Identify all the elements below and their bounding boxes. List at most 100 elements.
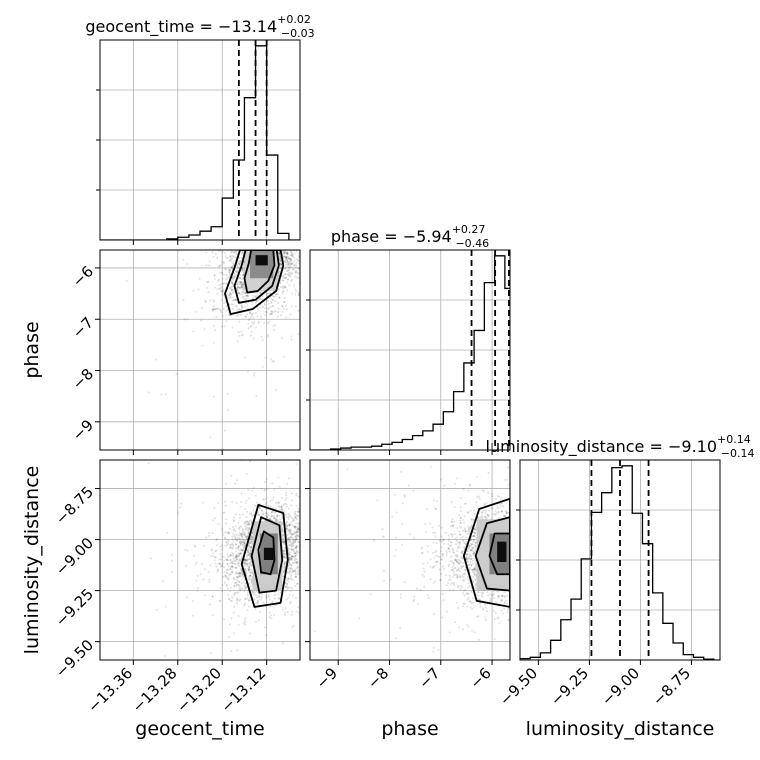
pair-geocent-time-vs-luminosity-distance-point [295,532,298,535]
pair-geocent-time-vs-luminosity-distance-point [288,523,291,526]
pair-geocent-time-vs-phase-point [271,215,273,217]
pair-geocent-time-vs-phase-point [234,224,236,226]
pair-geocent-time-vs-phase-point [326,177,328,179]
pair-geocent-time-vs-luminosity-distance-point [265,512,268,515]
pair-geocent-time-vs-luminosity-distance-point [236,649,239,652]
pair-geocent-time-vs-luminosity-distance-point [280,505,283,508]
pair-geocent-time-vs-luminosity-distance-point [274,518,277,521]
pair-geocent-time-vs-phase-point [272,360,275,363]
pair-geocent-time-vs-phase-point [231,267,234,270]
pair-geocent-time-vs-phase-point [214,252,217,255]
pair-geocent-time-vs-phase-point [261,306,264,309]
pair-geocent-time-vs-luminosity-distance-point [281,509,284,512]
pair-geocent-time-vs-luminosity-distance-point [246,563,249,566]
pair-geocent-time-vs-luminosity-distance-point [209,652,212,655]
pair-geocent-time-vs-phase-point [236,340,239,343]
pair-geocent-time-vs-luminosity-distance-point [240,533,243,536]
pair-geocent-time-vs-phase-point [232,263,235,266]
pair-geocent-time-vs-luminosity-distance-point [295,547,298,550]
title-phase-median: −5.94 [403,227,452,246]
pair-geocent-time-vs-phase-point [233,246,235,248]
pair-geocent-time-vs-phase-point [244,291,247,294]
pair-geocent-time-vs-phase-point [294,293,297,296]
xlabel-phase: phase [381,718,438,740]
pair-geocent-time-vs-luminosity-distance-point [294,546,297,549]
pair-geocent-time-vs-luminosity-distance-point [287,568,290,571]
pair-geocent-time-vs-phase-point [241,269,244,272]
pair-geocent-time-vs-phase-point [290,241,292,243]
pair-geocent-time-vs-phase-point [251,219,253,221]
pair-geocent-time-vs-luminosity-distance-point [272,516,275,519]
pair-geocent-time-vs-luminosity-distance-point [260,596,263,599]
pair-geocent-time-vs-phase-point [280,237,282,239]
pair-geocent-time-vs-luminosity-distance-point [351,509,353,511]
pair-geocent-time-vs-luminosity-distance-point [249,547,252,550]
pair-geocent-time-vs-luminosity-distance-point [303,543,305,545]
pair-geocent-time-vs-phase-point [313,244,315,246]
pair-geocent-time-vs-luminosity-distance-point [293,516,296,519]
pair-geocent-time-vs-luminosity-distance-point [245,499,248,502]
pair-geocent-time-vs-luminosity-distance-point [202,544,205,547]
pair-geocent-time-vs-phase-point [256,246,258,248]
pair-geocent-time-vs-luminosity-distance-point [289,515,292,518]
pair-geocent-time-vs-phase-point [229,251,232,254]
pair-geocent-time-vs-phase-point [278,236,280,238]
pair-geocent-time-vs-luminosity-distance-point [243,562,246,565]
pair-geocent-time-vs-luminosity-distance-point [223,500,226,503]
pair-geocent-time-vs-luminosity-distance-point [223,571,226,574]
pair-geocent-time-vs-luminosity-distance-point [243,602,246,605]
pair-geocent-time-vs-luminosity-distance-point [238,564,241,567]
pair-geocent-time-vs-phase-point [288,241,290,243]
pair-geocent-time-vs-phase-point [305,164,307,166]
pair-geocent-time-vs-phase-point [224,211,226,213]
pair-geocent-time-vs-phase-point [272,210,274,212]
pair-geocent-time-vs-luminosity-distance-point [245,550,248,553]
pair-geocent-time-vs-phase-point [255,228,257,230]
pair-geocent-time-vs-luminosity-distance-point [244,535,247,538]
pair-geocent-time-vs-phase-point [275,241,277,243]
pair-geocent-time-vs-phase-point [206,281,209,284]
pair-geocent-time-vs-luminosity-distance-point [203,594,206,597]
pair-geocent-time-vs-phase-point [319,222,321,224]
pair-geocent-time-vs-phase-point [240,227,242,229]
pair-geocent-time-vs-phase-point [248,214,250,216]
pair-geocent-time-vs-phase-point [281,292,284,295]
pair-geocent-time-vs-phase-point [270,313,273,316]
pair-geocent-time-vs-phase-point [280,227,282,229]
pair-geocent-time-vs-phase-point [255,245,257,247]
pair-geocent-time-vs-phase-point [246,246,248,248]
pair-geocent-time-vs-phase-point [226,409,229,412]
pair-geocent-time-vs-phase-point [182,258,185,261]
pair-geocent-time-vs-luminosity-distance-point [230,570,233,573]
pair-geocent-time-vs-luminosity-distance-point [228,623,231,626]
pair-geocent-time-vs-luminosity-distance-point [286,585,289,588]
pair-geocent-time-vs-luminosity-distance-point [292,555,295,558]
pair-geocent-time-vs-phase-point [283,277,286,280]
pair-geocent-time-vs-luminosity-distance-point [305,566,307,568]
pair-geocent-time-vs-phase-point [260,227,262,229]
pair-geocent-time-vs-phase-point [283,308,286,311]
pair-geocent-time-vs-phase-point [289,275,292,278]
pair-geocent-time-vs-phase-point [272,304,275,307]
pair-geocent-time-vs-luminosity-distance-point [247,565,250,568]
pair-geocent-time-vs-phase-point [302,232,304,234]
pair-geocent-time-vs-luminosity-distance-point [242,546,245,549]
pair-geocent-time-vs-luminosity-distance-point [302,528,304,530]
pair-geocent-time-vs-luminosity-distance-point [250,539,253,542]
pair-geocent-time-vs-luminosity-distance-point [282,541,285,544]
pair-geocent-time-vs-luminosity-distance-point [294,540,297,543]
pair-geocent-time-vs-phase-point [323,173,325,175]
pair-geocent-time-vs-phase-point [273,159,275,161]
pair-geocent-time-vs-luminosity-distance-point [290,545,293,548]
pair-geocent-time-vs-luminosity-distance-point [229,546,232,549]
pair-geocent-time-vs-luminosity-distance-point [270,515,273,518]
pair-geocent-time-vs-luminosity-distance-point [288,538,291,541]
pair-geocent-time-vs-luminosity-distance-point [219,565,222,568]
pair-geocent-time-vs-phase-point [306,241,308,243]
pair-geocent-time-vs-luminosity-distance-point [234,525,237,528]
pair-geocent-time-vs-phase-point [259,291,262,294]
pair-geocent-time-vs-phase-point [277,237,279,239]
pair-geocent-time-vs-phase-point [254,237,256,239]
pair-geocent-time-vs-phase-point [253,374,256,377]
pair-geocent-time-vs-luminosity-distance-point [286,570,289,573]
